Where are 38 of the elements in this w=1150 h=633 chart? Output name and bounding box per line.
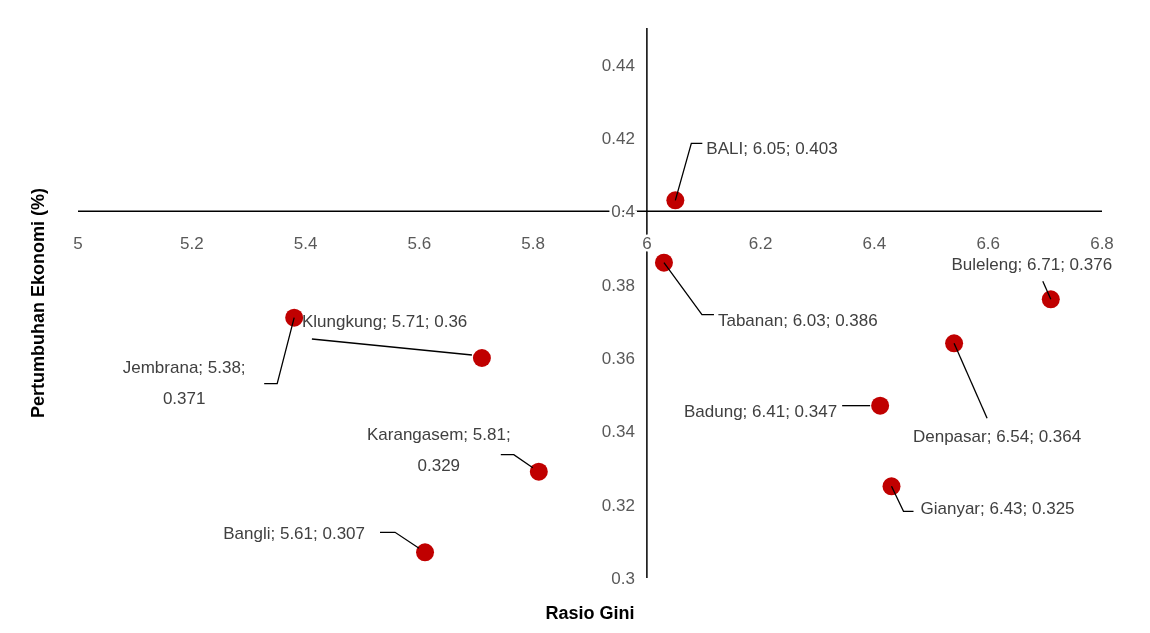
point [666,191,685,210]
x-tick-label: 5.2 [179,234,204,254]
x-tick-label: 5.8 [521,234,545,254]
data-label: Bangli; 5.61; 0.307 [223,524,366,544]
point [871,396,890,415]
x-tick-label: 5.6 [407,234,432,254]
point [285,308,304,327]
data-label: Klungkung; 5.71; 0.36 [301,312,468,331]
point [882,477,901,496]
y-axis-title: Pertumbuhan Ekonomi (%) [28,187,49,419]
x-tick-label: 6.2 [748,234,773,254]
data-label: Buleleng; 6.71; 0.376 [951,255,1113,275]
point [654,253,673,272]
point [1041,290,1060,309]
data-label: BALI; 6.05; 0.403 [706,139,838,159]
data-label: Jembrana; 5.38; 0.371 [122,357,246,408]
y-tick-label: 0.38 [601,275,635,295]
point [945,334,964,353]
y-tick-label: 0.42 [601,129,635,148]
x-tick-label: 5.4 [293,234,318,254]
y-tick-label: 0.32 [601,495,635,515]
data-label: Denpasar; 6.54; 0.364 [912,427,1082,447]
data-label: Tabanan; 6.03; 0.386 [717,310,878,330]
y-tick-label: 0.44 [601,55,635,75]
y-tick-label: 0.34 [601,422,635,442]
x-tick-label: 5 [73,234,83,254]
point [529,462,548,481]
point [416,543,435,562]
x-tick-label: 6.4 [862,234,887,254]
point [472,349,491,367]
x-tick-label: 6.8 [1090,234,1114,254]
data-label: Gianyar; 6.43; 0.325 [920,499,1075,519]
y-tick-label: 0.36 [601,349,635,368]
y-tick-label: 0.3 [611,569,635,588]
x-tick-label: 6.6 [976,234,1001,254]
x-axis-title: Rasio Gini [545,603,635,623]
data-label: Badung; 6.41; 0.347 [683,401,838,421]
data-label: Karangasem; 5.81; 0.329 [366,424,511,475]
